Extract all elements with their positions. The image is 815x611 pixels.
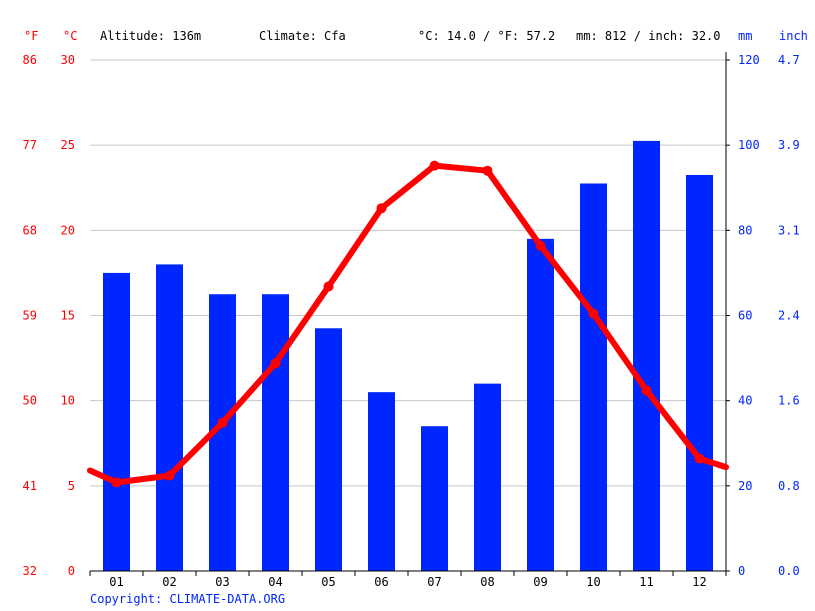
precip-bar-05: [315, 328, 342, 571]
inch-tick-label: 2.4: [778, 309, 800, 323]
inch-tick-label: 3.1: [778, 223, 800, 237]
precip-bar-12: [686, 174, 713, 571]
celsius-tick-label: 5: [68, 479, 75, 493]
month-label-01: 01: [109, 575, 123, 589]
celsius-unit-label: °C: [63, 29, 77, 43]
temperature-point-04: [270, 358, 281, 369]
grid-lines: [90, 59, 726, 487]
celsius-tick-label: 30: [61, 53, 75, 67]
tick-labels: 32 0 41 5 50 10 59 15 68 20 77 25 86 30 0 0.0 20 0.8 40 1.6…: [23, 53, 800, 589]
climate-label: Climate: Cfa: [259, 29, 346, 43]
month-label-09: 09: [533, 575, 547, 589]
fahrenheit-tick-label: 86: [23, 53, 37, 67]
precip-bar-01: [103, 272, 130, 571]
mm-tick-label: 60: [738, 309, 752, 323]
fahrenheit-tick-label: 59: [23, 309, 37, 323]
precip-bar-09: [527, 238, 554, 571]
temperature-point-01: [111, 477, 122, 488]
celsius-tick-label: 25: [61, 138, 75, 152]
mm-tick-label: 40: [738, 394, 752, 408]
fahrenheit-tick-label: 41: [23, 479, 37, 493]
fahrenheit-tick-label: 77: [23, 138, 37, 152]
inch-tick-label: 3.9: [778, 138, 800, 152]
precip-bar-10: [580, 183, 607, 571]
fahrenheit-tick-label: 68: [23, 223, 37, 237]
axes: [89, 52, 730, 576]
fahrenheit-tick-label: 32: [23, 564, 37, 578]
inch-unit-label: inch: [779, 29, 808, 43]
temperature-point-07: [429, 160, 440, 171]
precip-bar-11: [633, 140, 660, 572]
month-label-05: 05: [321, 575, 335, 589]
inch-tick-label: 4.7: [778, 53, 800, 67]
celsius-tick-label: 10: [61, 394, 75, 408]
mm-tick-label: 120: [738, 53, 760, 67]
inch-tick-label: 0.0: [778, 564, 800, 578]
altitude-label: Altitude: 136m: [100, 29, 201, 43]
month-label-12: 12: [692, 575, 706, 589]
precip-bar-04: [262, 294, 289, 571]
temperature-point-08: [482, 165, 493, 176]
temperature-point-06: [376, 203, 387, 214]
inch-tick-label: 0.8: [778, 479, 800, 493]
month-label-11: 11: [639, 575, 653, 589]
month-label-06: 06: [374, 575, 388, 589]
inch-tick-label: 1.6: [778, 394, 800, 408]
temperature-line-path: [87, 162, 729, 486]
temperature-point-03: [217, 417, 228, 428]
celsius-tick-label: 20: [61, 223, 75, 237]
temperature-point-02: [164, 470, 175, 481]
temperature-point-10: [588, 308, 599, 319]
month-label-10: 10: [586, 575, 600, 589]
fahrenheit-tick-label: 50: [23, 394, 37, 408]
copyright-label: Copyright: CLIMATE-DATA.ORG: [90, 592, 285, 606]
temperature-point-05: [323, 281, 334, 292]
precip-bar-07: [421, 426, 448, 571]
month-label-04: 04: [268, 575, 282, 589]
month-label-07: 07: [427, 575, 441, 589]
temperature-average-label: °C: 14.0 / °F: 57.2: [418, 29, 555, 43]
month-label-02: 02: [162, 575, 176, 589]
temperature-point-11: [641, 385, 652, 396]
precip-bar-02: [156, 264, 183, 571]
precipitation-total-label: mm: 812 / inch: 32.0: [576, 29, 721, 43]
precip-bar-08: [474, 383, 501, 571]
mm-unit-label: mm: [738, 29, 752, 43]
mm-tick-label: 20: [738, 479, 752, 493]
celsius-tick-label: 15: [61, 309, 75, 323]
mm-tick-label: 0: [738, 564, 745, 578]
precip-bar-06: [368, 392, 395, 571]
month-label-03: 03: [215, 575, 229, 589]
temperature-point-09: [535, 240, 546, 251]
mm-tick-label: 100: [738, 138, 760, 152]
month-label-08: 08: [480, 575, 494, 589]
fahrenheit-unit-label: °F: [24, 29, 38, 43]
temperature-point-12: [694, 453, 705, 464]
temperature-line: [87, 160, 729, 488]
celsius-tick-label: 0: [68, 564, 75, 578]
mm-tick-label: 80: [738, 223, 752, 237]
